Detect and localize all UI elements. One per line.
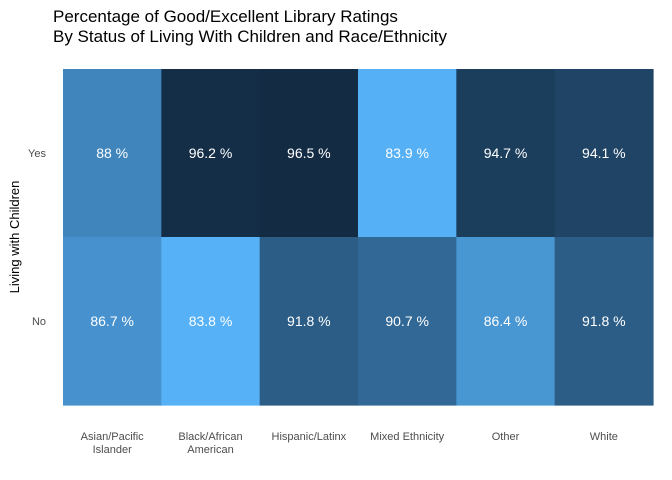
cell-value-label: 86.7 % [90,313,134,329]
heatmap-cell [456,69,556,238]
chart-title: Percentage of Good/Excellent Library Rat… [53,7,448,46]
heatmap-cell [358,69,457,238]
chart-title-line-1: Percentage of Good/Excellent Library Rat… [53,7,398,26]
heatmap-cell [456,237,556,406]
heatmap-cell [161,69,261,238]
cell-value-label: 90.7 % [385,313,429,329]
heatmap-cell [554,237,654,406]
x-tick-label: Hispanic/Latinx [272,431,347,443]
heatmap-cell [259,237,359,406]
x-tick-label: Asian/Pacific [81,431,144,443]
cell-value-label: 96.5 % [287,145,331,161]
cell-value-label: 96.2 % [189,145,233,161]
cell-value-label: 83.9 % [385,145,429,161]
x-tick-label: White [590,431,618,443]
cell-value-label: 83.8 % [189,313,233,329]
chart-title-line-2: By Status of Living With Children and Ra… [53,27,448,46]
heatmap-cell [161,237,261,406]
x-tick-label: Mixed Ethnicity [370,431,444,443]
cell-value-label: 86.4 % [484,313,528,329]
y-tick-label: Yes [28,148,46,160]
heatmap-cell [554,69,654,238]
cell-value-label: 88 % [96,145,128,161]
cell-value-label: 91.8 % [582,313,626,329]
x-tick-label: American [187,444,233,456]
heatmap-cells [63,69,654,406]
x-tick-label: Other [492,431,520,443]
heatmap-cell [358,237,457,406]
heatmap-cell [259,69,359,238]
x-tick-label: Islander [93,444,132,456]
y-axis-title: Living with Children [7,181,22,294]
cell-value-label: 94.1 % [582,145,626,161]
x-tick-label: Black/African [178,431,242,443]
y-axis-tick-labels: Yes No [28,148,46,328]
cell-value-label: 91.8 % [287,313,331,329]
heatmap-cell [63,237,162,406]
cell-value-label: 94.7 % [484,145,528,161]
heatmap-cell-labels: 88 % 96.2 % 96.5 % 83.9 % 94.7 % 94.1 % 86.7 %… [90,145,625,329]
heatmap-cell [63,69,162,238]
y-tick-label: No [32,316,46,328]
